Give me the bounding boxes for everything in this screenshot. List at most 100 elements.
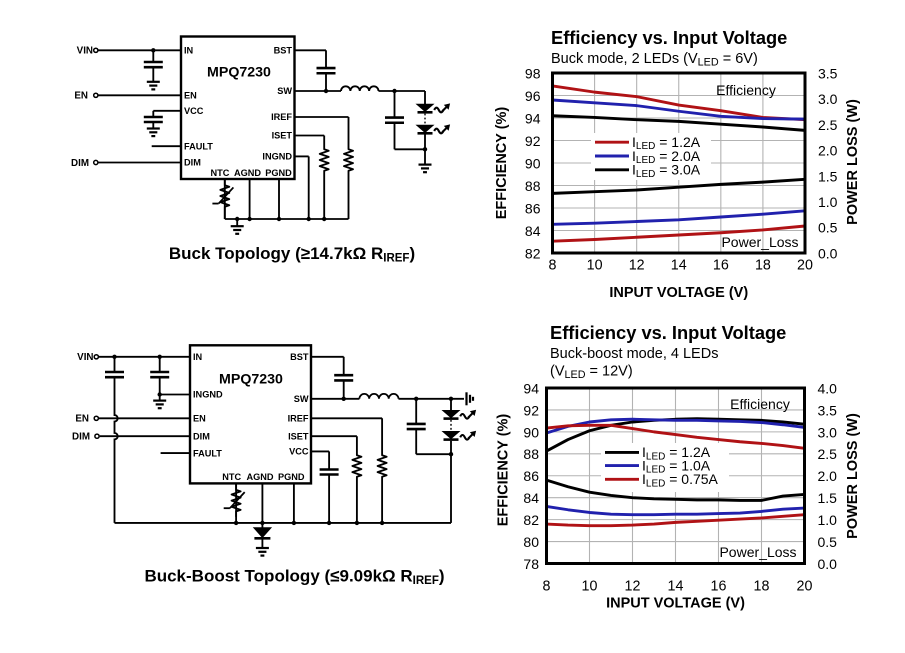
- svg-text:PGND: PGND: [278, 472, 305, 482]
- svg-text:Efficiency: Efficiency: [730, 396, 790, 412]
- svg-text:VCC: VCC: [184, 106, 204, 116]
- svg-text:0.0: 0.0: [818, 556, 838, 572]
- svg-text:82: 82: [525, 245, 541, 261]
- svg-text:Buck Topology (≥14.7kΩ RIREF): Buck Topology (≥14.7kΩ RIREF): [169, 244, 415, 265]
- svg-text:2.0: 2.0: [818, 468, 838, 484]
- svg-text:EN: EN: [75, 414, 89, 425]
- svg-text:10: 10: [587, 258, 603, 274]
- svg-text:16: 16: [713, 258, 729, 274]
- svg-text:FAULT: FAULT: [184, 141, 213, 151]
- svg-text:4.0: 4.0: [818, 380, 838, 396]
- svg-text:Efficiency: Efficiency: [716, 82, 776, 98]
- svg-text:92: 92: [525, 133, 541, 149]
- svg-text:80: 80: [523, 534, 539, 550]
- svg-text:POWER LOSS (W): POWER LOSS (W): [845, 99, 861, 225]
- svg-text:82: 82: [523, 512, 539, 528]
- svg-text:12: 12: [629, 258, 645, 274]
- svg-text:Power_Loss: Power_Loss: [721, 234, 798, 250]
- svg-text:Efficiency vs. Input Voltage: Efficiency vs. Input Voltage: [550, 322, 786, 343]
- svg-text:INPUT VOLTAGE (V): INPUT VOLTAGE (V): [609, 285, 748, 301]
- svg-text:8: 8: [543, 579, 551, 595]
- svg-text:2.5: 2.5: [818, 117, 838, 133]
- svg-text:92: 92: [523, 402, 539, 418]
- svg-text:AGND: AGND: [234, 168, 261, 178]
- svg-text:(VLED = 12V): (VLED = 12V): [550, 364, 633, 381]
- svg-text:3.5: 3.5: [818, 402, 838, 418]
- svg-text:FAULT: FAULT: [193, 448, 222, 458]
- svg-text:3.0: 3.0: [818, 91, 838, 107]
- svg-text:88: 88: [525, 178, 541, 194]
- svg-text:DIM: DIM: [193, 431, 210, 441]
- svg-text:VIN: VIN: [77, 352, 93, 363]
- svg-text:VIN: VIN: [77, 46, 93, 57]
- svg-text:PGND: PGND: [265, 168, 292, 178]
- svg-text:0.5: 0.5: [818, 534, 838, 550]
- svg-text:IN: IN: [193, 352, 203, 362]
- svg-text:18: 18: [754, 579, 770, 595]
- svg-text:NTC: NTC: [211, 168, 230, 178]
- svg-text:DIM: DIM: [72, 432, 90, 443]
- svg-text:88: 88: [523, 446, 539, 462]
- svg-text:NTC: NTC: [222, 472, 241, 482]
- svg-text:EN: EN: [184, 91, 197, 101]
- svg-text:1.0: 1.0: [818, 512, 838, 528]
- svg-text:Buck mode, 2 LEDs (VLED = 6V): Buck mode, 2 LEDs (VLED = 6V): [551, 51, 758, 68]
- svg-text:1.5: 1.5: [818, 168, 838, 184]
- svg-text:2.0: 2.0: [818, 143, 838, 159]
- svg-text:20: 20: [797, 258, 813, 274]
- svg-text:Buck-boost mode, 4 LEDs: Buck-boost mode, 4 LEDs: [550, 346, 718, 362]
- svg-text:12: 12: [625, 579, 641, 595]
- svg-text:16: 16: [711, 579, 727, 595]
- svg-text:IREF: IREF: [271, 112, 292, 122]
- svg-text:84: 84: [525, 223, 541, 239]
- svg-text:BST: BST: [274, 46, 293, 56]
- svg-text:78: 78: [523, 556, 539, 572]
- svg-text:Efficiency vs. Input Voltage: Efficiency vs. Input Voltage: [551, 27, 787, 48]
- svg-text:3.0: 3.0: [818, 424, 838, 440]
- svg-text:94: 94: [523, 380, 539, 396]
- svg-text:MPQ7230: MPQ7230: [207, 65, 271, 81]
- svg-text:1.5: 1.5: [818, 490, 838, 506]
- svg-text:IN: IN: [184, 46, 194, 56]
- svg-text:94: 94: [525, 110, 541, 126]
- svg-text:EFFICIENCY (%): EFFICIENCY (%): [494, 107, 510, 220]
- svg-text:EFFICIENCY (%): EFFICIENCY (%): [496, 414, 512, 527]
- svg-text:90: 90: [525, 155, 541, 171]
- svg-text:AGND: AGND: [246, 472, 273, 482]
- svg-text:18: 18: [755, 258, 771, 274]
- svg-text:86: 86: [523, 468, 539, 484]
- svg-text:3.5: 3.5: [818, 65, 838, 81]
- svg-text:0.5: 0.5: [818, 220, 838, 236]
- svg-text:POWER LOSS (W): POWER LOSS (W): [845, 413, 861, 539]
- svg-text:VCC: VCC: [289, 447, 309, 457]
- svg-text:ISET: ISET: [272, 131, 293, 141]
- svg-text:90: 90: [523, 424, 539, 440]
- svg-text:14: 14: [671, 258, 687, 274]
- svg-text:98: 98: [525, 65, 541, 81]
- svg-text:EN: EN: [193, 414, 206, 424]
- svg-text:MPQ7230: MPQ7230: [219, 372, 283, 388]
- svg-text:0.0: 0.0: [818, 245, 838, 261]
- svg-text:96: 96: [525, 88, 541, 104]
- svg-text:INGND: INGND: [262, 152, 292, 162]
- svg-text:14: 14: [668, 579, 684, 595]
- svg-text:DIM: DIM: [71, 158, 89, 169]
- svg-text:SW: SW: [294, 394, 309, 404]
- svg-text:20: 20: [797, 579, 813, 595]
- svg-text:10: 10: [582, 579, 598, 595]
- svg-text:8: 8: [549, 258, 557, 274]
- svg-text:ISET: ISET: [288, 431, 309, 441]
- svg-text:ILED = 2.0A: ILED = 2.0A: [632, 148, 701, 166]
- svg-text:SW: SW: [277, 86, 292, 96]
- svg-text:Buck-Boost Topology (≤9.09kΩ R: Buck-Boost Topology (≤9.09kΩ RIREF): [144, 567, 444, 588]
- svg-text:DIM: DIM: [184, 158, 201, 168]
- svg-text:2.5: 2.5: [818, 446, 838, 462]
- svg-text:EN: EN: [74, 91, 88, 102]
- svg-text:Power_Loss: Power_Loss: [719, 544, 796, 560]
- svg-text:84: 84: [523, 490, 539, 506]
- svg-text:1.0: 1.0: [818, 194, 838, 210]
- svg-text:IREF: IREF: [288, 414, 309, 424]
- svg-text:86: 86: [525, 200, 541, 216]
- svg-text:INGND: INGND: [193, 390, 223, 400]
- svg-text:INPUT VOLTAGE (V): INPUT VOLTAGE (V): [606, 596, 745, 612]
